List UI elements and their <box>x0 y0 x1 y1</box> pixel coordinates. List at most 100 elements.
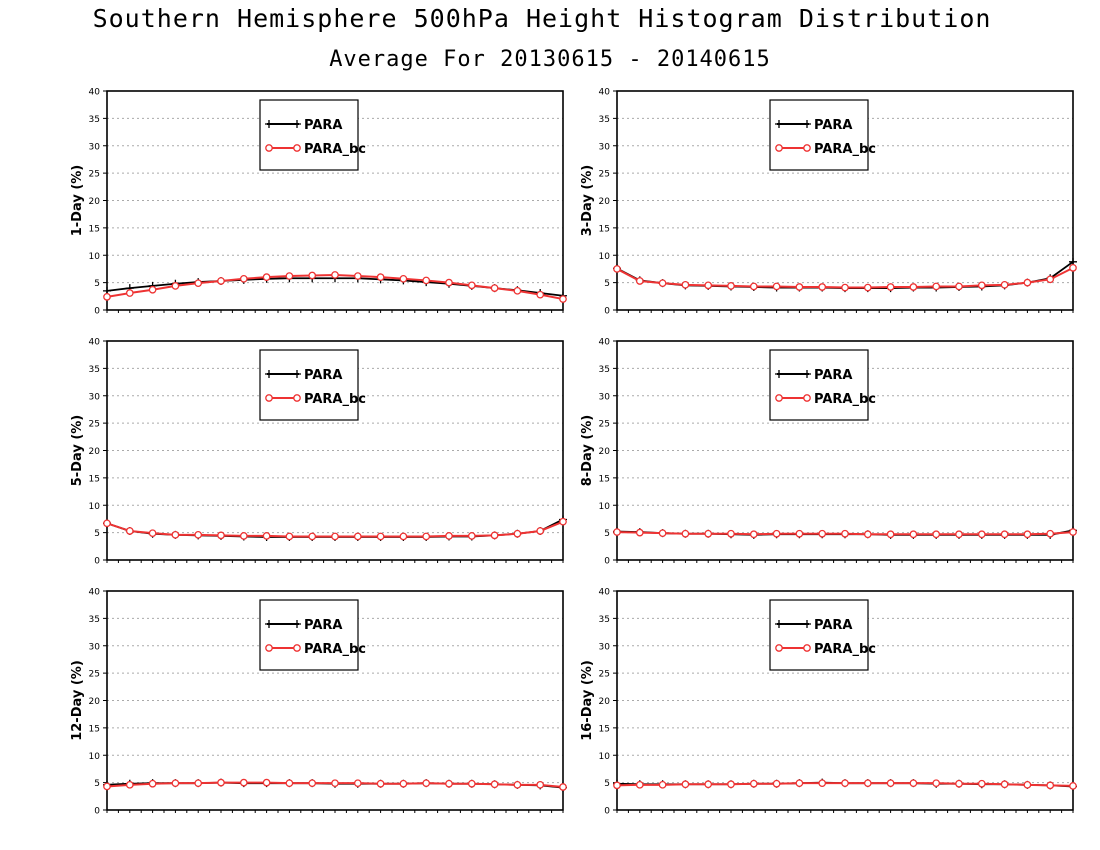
legend-marker <box>293 370 301 378</box>
y-tick-label: 30 <box>89 392 101 402</box>
data-point <box>536 527 545 535</box>
y-tick-label: 20 <box>89 197 101 207</box>
data-point <box>285 532 294 541</box>
legend-marker <box>775 394 783 402</box>
y-tick-label: 40 <box>599 88 611 98</box>
y-tick-label: 0 <box>94 807 100 817</box>
data-point <box>467 281 476 290</box>
y-tick-label: 25 <box>89 670 100 680</box>
series-para-bc <box>613 779 1077 790</box>
y-tick-label: 10 <box>89 252 101 262</box>
data-point <box>841 283 849 292</box>
data-point <box>613 265 621 273</box>
y-tick-label: 40 <box>599 588 611 598</box>
data-point <box>536 780 545 789</box>
data-point <box>331 779 339 788</box>
legend-label: PARA <box>814 618 852 633</box>
data-point <box>727 282 735 290</box>
y-tick-label: 20 <box>89 447 101 457</box>
data-point <box>886 779 895 788</box>
y-tick-label: 15 <box>89 224 100 234</box>
data-point <box>559 517 567 526</box>
data-point <box>490 780 499 789</box>
data-point <box>749 779 758 788</box>
y-tick-label: 35 <box>89 615 100 625</box>
data-point <box>239 532 248 540</box>
series-para-bc <box>103 778 567 791</box>
y-tick-label: 25 <box>89 420 100 430</box>
data-point <box>353 272 362 280</box>
legend-marker <box>775 620 783 628</box>
legend-marker <box>293 120 301 128</box>
y-tick-label: 40 <box>89 588 101 598</box>
data-point <box>513 286 522 295</box>
y-tick-label: 5 <box>604 279 610 289</box>
data-point <box>194 279 203 288</box>
data-point <box>704 780 713 789</box>
y-axis-label: 12-Day (%) <box>70 660 85 741</box>
data-point <box>262 778 271 787</box>
data-point <box>1000 780 1009 789</box>
data-point <box>658 529 667 538</box>
data-point <box>217 531 225 540</box>
y-tick-label: 10 <box>89 502 101 512</box>
y-tick-label: 0 <box>604 807 610 817</box>
y-axis-label: 5-Day (%) <box>70 415 85 487</box>
data-point <box>399 779 408 788</box>
data-point <box>749 282 758 291</box>
data-point <box>932 530 941 539</box>
plot-frame <box>106 340 564 561</box>
y-tick-label: 10 <box>599 252 611 262</box>
y-tick-label: 35 <box>599 365 610 375</box>
data-point <box>148 529 157 538</box>
data-point <box>977 779 986 788</box>
y-tick-label: 25 <box>599 170 610 180</box>
data-point <box>445 278 453 287</box>
legend-marker <box>293 620 301 628</box>
data-point <box>1023 278 1032 287</box>
data-point <box>194 530 203 539</box>
panel-6: 0 5 10 15 20 25 30 35 40 16-Day (%) PARA PARA_bc <box>580 588 1077 817</box>
plot-frame <box>106 90 564 311</box>
y-tick-label: 15 <box>89 724 100 734</box>
data-point <box>490 531 499 540</box>
data-point <box>376 273 385 281</box>
data-point <box>308 271 317 280</box>
legend-label: PARA_bc <box>814 642 876 657</box>
data-point <box>285 272 294 280</box>
data-point <box>353 779 362 788</box>
data-point <box>1023 530 1032 539</box>
data-point <box>795 283 804 291</box>
legend-marker <box>803 120 811 128</box>
y-tick-label: 5 <box>604 779 610 789</box>
data-point <box>1023 780 1032 789</box>
data-point <box>285 779 294 788</box>
data-point <box>422 276 431 285</box>
data-point <box>1000 530 1009 539</box>
series-para-bc <box>103 517 567 541</box>
data-point <box>977 530 986 539</box>
data-point <box>818 529 827 538</box>
series-para-bc <box>103 271 567 303</box>
data-point <box>1046 275 1055 284</box>
data-point <box>727 529 735 538</box>
y-tick-label: 35 <box>599 615 610 625</box>
data-point <box>932 282 941 291</box>
data-point <box>262 532 271 540</box>
data-point <box>376 779 385 788</box>
data-point <box>239 274 248 283</box>
legend-label: PARA_bc <box>814 392 876 407</box>
legend-marker <box>775 644 783 652</box>
data-point <box>171 779 180 788</box>
y-tick-label: 30 <box>599 392 611 402</box>
data-point <box>103 519 111 528</box>
data-point <box>635 528 644 537</box>
legend-label: PARA_bc <box>814 142 876 157</box>
y-tick-label: 0 <box>604 307 610 317</box>
data-point <box>795 779 804 788</box>
data-point <box>841 529 849 538</box>
legend-marker <box>803 620 811 628</box>
data-point <box>308 532 317 541</box>
data-point <box>955 282 963 291</box>
y-tick-label: 30 <box>599 142 611 152</box>
